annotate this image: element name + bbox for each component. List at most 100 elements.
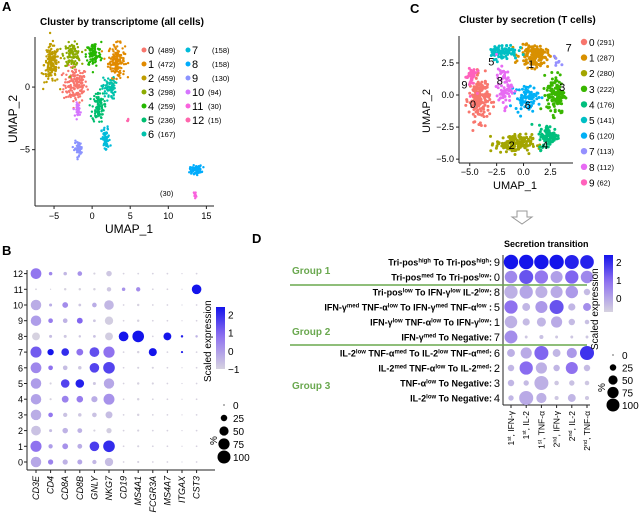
legend-swatch: [185, 75, 191, 81]
point-cluster-0: [64, 86, 68, 90]
point-cluster-2: [47, 77, 50, 81]
point-cluster-1: [111, 56, 114, 59]
point-cluster-4: [90, 58, 93, 61]
cluster-id-label: 7: [494, 332, 500, 344]
dot-r4-c2: [536, 392, 547, 404]
legend-swatch: [580, 85, 588, 93]
point-cluster-5: [100, 106, 104, 110]
point-cluster-0: [81, 85, 84, 89]
point-cluster-0: [80, 99, 84, 102]
point-cluster-9: [471, 81, 475, 85]
point-cluster-0: [475, 106, 478, 109]
point-cluster-2: [52, 58, 55, 62]
gene-label: MS4A1: [133, 476, 143, 506]
point-cluster-6: [110, 81, 114, 85]
point-cluster-0: [472, 89, 476, 93]
legend-label: 8: [589, 163, 595, 174]
point-cluster-2: [47, 65, 50, 68]
y-tick-label: 7: [18, 348, 23, 358]
transition-label: IL-2med TNF-αlow To IL-2med:: [378, 364, 492, 374]
point-cluster-0: [475, 109, 479, 113]
dot-NKG7-c6: [103, 361, 115, 374]
point-cluster-0: [474, 76, 478, 80]
dot-GNLY-c8: [93, 335, 96, 338]
y-tick-label: 1: [18, 442, 23, 452]
point-cluster-5: [103, 103, 107, 106]
point-cluster-2: [49, 66, 53, 70]
point-cluster-5: [499, 55, 503, 59]
point-cluster-3: [84, 48, 87, 52]
point-cluster-5: [92, 120, 96, 123]
point-cluster-7: [104, 148, 108, 151]
point-cluster-1: [529, 62, 533, 66]
point-cluster-0: [81, 91, 85, 94]
point-cluster-0: [65, 91, 69, 94]
dot-r2-c5: [583, 364, 591, 372]
point-cluster-0: [488, 93, 492, 97]
point-cluster-3: [557, 109, 561, 113]
point-cluster-6: [106, 99, 109, 102]
point-cluster-3: [77, 57, 80, 60]
point-cluster-2: [520, 144, 524, 148]
point-cluster-4: [93, 48, 97, 51]
dot-CST3-c3: [195, 414, 198, 416]
point-cluster-0: [80, 79, 84, 83]
point-cluster-3: [66, 62, 69, 65]
point-cluster-6: [514, 107, 518, 110]
point-cluster-1: [117, 59, 120, 62]
dot-FCGR3A-c12: [151, 272, 154, 275]
point-cluster-8: [194, 172, 198, 175]
dot-MS4A7-c2: [166, 429, 169, 432]
panel-c-umap: Cluster by secretion (T cells) −5.0 −2.5 0…: [421, 15, 615, 192]
point-cluster-8: [497, 98, 501, 102]
size-swatch: [219, 426, 229, 436]
point-cluster-4: [538, 123, 541, 127]
point-cluster-3: [542, 87, 546, 90]
cluster-id-label: 1: [494, 317, 500, 329]
point-cluster-0: [65, 73, 68, 77]
point-cluster-3: [549, 95, 553, 99]
panel-a-annotation: (30): [160, 189, 174, 198]
point-cluster-3: [545, 88, 549, 92]
point-cluster-1: [115, 55, 119, 58]
dot-CD19-c10: [122, 304, 125, 306]
point-cluster-0: [81, 81, 84, 85]
cluster-label: 7: [566, 42, 572, 54]
dot-CST3-c5: [195, 382, 198, 385]
legend-label: 5: [589, 116, 595, 127]
point-cluster-0: [492, 105, 495, 109]
dot-MS4A1-c4: [136, 397, 140, 401]
point-cluster-8: [505, 80, 509, 84]
dot-CD8B-c8: [78, 335, 82, 338]
dot-CD8A-c10: [62, 302, 69, 308]
legend-label: 0: [148, 45, 154, 57]
point-cluster-4: [530, 122, 534, 126]
point-cluster-1: [531, 58, 535, 62]
point-cluster-2: [513, 153, 517, 156]
panel-c-points: [464, 42, 568, 156]
color-legend-title: Scaled expression: [203, 300, 214, 382]
panel-b-size-legend: 0 25 50 75 100%: [209, 401, 250, 464]
point-cluster-5: [97, 95, 100, 99]
point-cluster-5: [100, 109, 104, 112]
legend-count: (489): [158, 46, 176, 55]
point-cluster-5: [104, 105, 107, 108]
dot-NKG7-c11: [106, 287, 112, 292]
point-cluster-7: [103, 134, 106, 137]
point-cluster-3: [65, 51, 68, 55]
dot-GNLY-c2: [93, 429, 96, 432]
point-cluster-3: [68, 75, 72, 78]
point-cluster-6: [115, 81, 118, 85]
point-cluster-2: [54, 79, 57, 82]
point-cluster-5: [489, 48, 493, 51]
dot-CD3E-c4: [30, 393, 42, 405]
point-cluster-3: [70, 62, 73, 66]
dot-CD3E-c10: [30, 299, 42, 311]
point-cluster-4: [539, 127, 543, 131]
point-cluster-2: [51, 79, 54, 82]
panel-label-b: B: [2, 243, 11, 258]
point-cluster-3: [72, 56, 75, 59]
dot-CST3-c7: [195, 351, 198, 353]
transition-label: IFN-γmed To Negative:: [401, 333, 492, 343]
point-cluster-3: [556, 95, 559, 99]
